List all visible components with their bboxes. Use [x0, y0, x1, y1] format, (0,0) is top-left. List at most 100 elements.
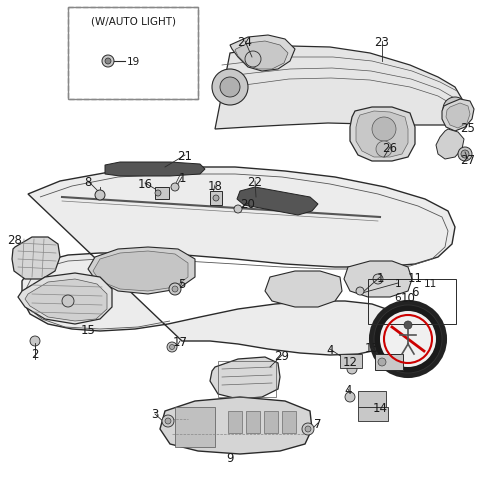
Bar [68, 8, 198, 100]
Text: 18: 18 [207, 179, 222, 192]
Polygon shape [344, 262, 412, 297]
Circle shape [373, 274, 383, 285]
Polygon shape [446, 104, 470, 129]
Text: (W/AUTO LIGHT): (W/AUTO LIGHT) [91, 16, 176, 26]
Bar [368, 280, 456, 325]
Text: 17: 17 [172, 335, 188, 348]
Circle shape [167, 342, 177, 352]
Text: 5: 5 [178, 277, 186, 290]
Bar [358, 391, 386, 407]
Circle shape [213, 196, 219, 202]
Text: 11: 11 [423, 279, 437, 288]
Bar [246, 411, 260, 433]
Circle shape [380, 311, 436, 367]
Text: 7: 7 [314, 417, 322, 429]
Polygon shape [356, 112, 408, 158]
Text: 16: 16 [137, 177, 153, 190]
Circle shape [372, 118, 396, 142]
Text: 29: 29 [275, 349, 289, 362]
Polygon shape [88, 247, 195, 294]
Bar [375, 354, 403, 370]
Polygon shape [265, 271, 342, 307]
Polygon shape [442, 100, 474, 132]
Bar [175, 407, 215, 447]
Circle shape [62, 295, 74, 307]
Polygon shape [25, 280, 107, 321]
Circle shape [172, 286, 178, 292]
Circle shape [102, 56, 114, 68]
Circle shape [171, 183, 179, 192]
Circle shape [374, 305, 442, 373]
Bar [218, 361, 276, 397]
Text: 10: 10 [401, 291, 415, 304]
Polygon shape [22, 168, 455, 355]
Circle shape [234, 205, 242, 214]
Circle shape [376, 142, 392, 158]
Polygon shape [235, 42, 288, 70]
Circle shape [378, 358, 386, 366]
Bar [155, 187, 169, 200]
Text: 15: 15 [81, 323, 96, 336]
Text: 26: 26 [383, 141, 397, 154]
Text: 4: 4 [326, 343, 334, 356]
Text: 12: 12 [343, 355, 358, 368]
Text: 28: 28 [8, 233, 23, 246]
Circle shape [95, 191, 105, 201]
Polygon shape [12, 238, 60, 280]
Circle shape [30, 336, 40, 346]
Circle shape [155, 191, 161, 197]
Bar [68, 8, 198, 100]
Polygon shape [230, 36, 295, 72]
Polygon shape [436, 130, 464, 160]
Circle shape [162, 415, 174, 427]
Text: 1: 1 [376, 271, 384, 284]
Polygon shape [160, 397, 312, 454]
Text: 6: 6 [411, 285, 419, 298]
Text: 1: 1 [178, 171, 186, 184]
Bar [282, 411, 296, 433]
Circle shape [169, 345, 175, 350]
Bar [210, 192, 222, 205]
Bar [228, 411, 242, 433]
Circle shape [165, 418, 171, 424]
Circle shape [356, 287, 364, 295]
Circle shape [302, 423, 314, 435]
Text: 20: 20 [240, 197, 255, 210]
Circle shape [245, 52, 261, 68]
Text: 25: 25 [461, 121, 475, 134]
Bar [264, 411, 278, 433]
Text: 13: 13 [365, 342, 379, 355]
Text: 27: 27 [460, 153, 476, 166]
Bar [340, 354, 362, 368]
Text: 19: 19 [126, 57, 140, 67]
Circle shape [458, 148, 472, 162]
Circle shape [461, 151, 469, 159]
Circle shape [443, 98, 467, 122]
Text: 8: 8 [84, 175, 92, 188]
Circle shape [404, 321, 412, 329]
Text: 4: 4 [344, 383, 352, 396]
Bar [358, 407, 388, 421]
Polygon shape [215, 47, 462, 130]
Circle shape [345, 392, 355, 402]
Circle shape [169, 284, 181, 295]
Circle shape [105, 59, 111, 65]
Polygon shape [237, 187, 318, 216]
Polygon shape [93, 251, 188, 291]
Polygon shape [210, 357, 280, 399]
Text: 6: 6 [395, 292, 401, 303]
Polygon shape [350, 108, 415, 162]
Text: 14: 14 [372, 401, 387, 414]
Polygon shape [18, 273, 112, 325]
Text: 2: 2 [31, 348, 39, 361]
Circle shape [212, 70, 248, 106]
Text: 22: 22 [248, 175, 263, 188]
Text: 1: 1 [395, 279, 401, 288]
Text: 23: 23 [374, 36, 389, 48]
Circle shape [370, 302, 446, 377]
Circle shape [305, 426, 311, 432]
Text: 9: 9 [226, 450, 234, 464]
Circle shape [220, 78, 240, 98]
Text: 3: 3 [151, 407, 159, 421]
Text: 11: 11 [408, 271, 422, 284]
